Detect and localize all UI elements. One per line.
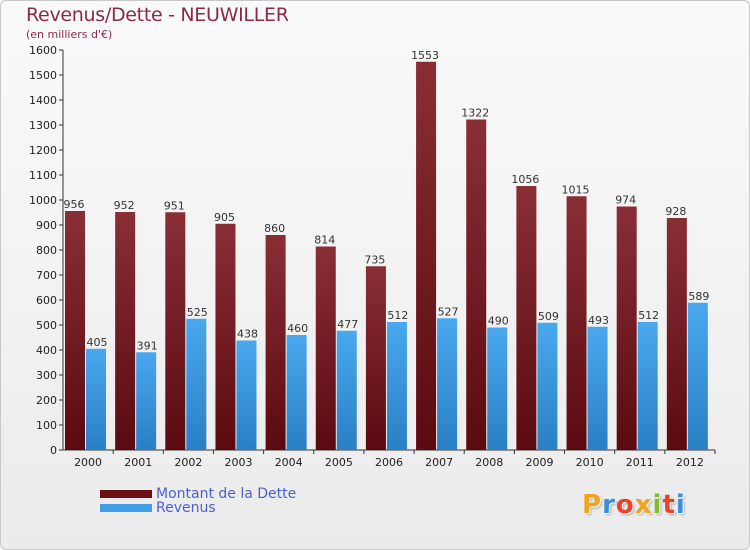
data-label-revenue: 512 (387, 309, 408, 322)
x-tick-label: 2009 (525, 456, 553, 469)
y-tick-label: 1300 (29, 119, 57, 132)
data-label-revenue: 438 (237, 328, 258, 341)
data-label-debt: 952 (114, 199, 135, 212)
x-tick-label: 2005 (325, 456, 353, 469)
y-tick-label: 1200 (29, 144, 57, 157)
data-label-revenue: 493 (588, 314, 609, 327)
proxiti-logo: Proxiti (582, 490, 686, 520)
chart-subtitle: (en milliers d'€) (26, 28, 113, 41)
data-label-debt: 905 (214, 211, 235, 224)
data-label-debt: 1015 (562, 183, 590, 196)
data-label-debt: 860 (264, 222, 285, 235)
bar-debt (165, 212, 186, 450)
bar-revenue (487, 327, 508, 450)
data-label-revenue: 405 (87, 336, 108, 349)
y-tick-label: 200 (36, 394, 57, 407)
bar-debt (115, 212, 136, 450)
bar-debt (516, 186, 537, 450)
bar-revenue (336, 330, 357, 450)
y-tick-label: 1600 (29, 44, 57, 57)
bar-revenue (637, 322, 658, 450)
chart-title: Revenus/Dette - NEUWILLER (26, 4, 289, 26)
legend-label-revenue: Revenus (156, 500, 216, 516)
data-label-revenue: 490 (488, 315, 509, 328)
data-label-debt: 814 (314, 234, 335, 247)
y-tick-label: 700 (36, 269, 57, 282)
data-label-debt: 1553 (411, 49, 439, 62)
legend-item-revenue: Revenus (100, 500, 216, 516)
x-tick-label: 2003 (225, 456, 253, 469)
data-label-revenue: 509 (538, 310, 559, 323)
logo-letter: P (582, 490, 603, 520)
bar-revenue (186, 318, 207, 450)
y-tick-label: 900 (36, 219, 57, 232)
x-tick-label: 2004 (275, 456, 303, 469)
bar-revenue (136, 352, 157, 450)
x-tick-label: 2010 (576, 456, 604, 469)
bar-revenue (86, 348, 106, 450)
logo-letter: i (675, 490, 686, 520)
data-label-debt: 1322 (461, 107, 489, 120)
data-label-revenue: 527 (438, 305, 459, 318)
bar-debt (416, 61, 437, 450)
data-label-revenue: 589 (688, 290, 709, 303)
bar-revenue (437, 318, 458, 450)
bar-debt (365, 266, 386, 450)
data-label-debt: 951 (164, 199, 185, 212)
data-label-revenue: 525 (187, 306, 208, 319)
bar-revenue (286, 335, 307, 450)
legend-swatch-debt (100, 490, 152, 498)
x-tick-label: 2011 (626, 456, 654, 469)
bar-debt (65, 211, 85, 450)
data-label-debt: 956 (64, 198, 85, 211)
bar-debt (265, 235, 286, 450)
data-label-revenue: 460 (287, 322, 308, 335)
bar-revenue (537, 322, 558, 450)
bar-debt (566, 196, 587, 450)
x-tick-label: 2006 (375, 456, 403, 469)
y-tick-label: 300 (36, 369, 57, 382)
y-tick-label: 1100 (29, 169, 57, 182)
bar-debt (215, 223, 236, 450)
bar-revenue (587, 326, 608, 450)
data-label-debt: 928 (665, 205, 686, 218)
data-label-revenue: 512 (638, 309, 659, 322)
bar-debt (466, 119, 487, 450)
logo-letter: x (634, 490, 653, 520)
y-tick-label: 400 (36, 344, 57, 357)
legend-item-debt: Montant de la Dette (100, 486, 296, 502)
y-tick-label: 1500 (29, 69, 57, 82)
logo-letter: i (652, 490, 663, 520)
x-tick-label: 2001 (124, 456, 152, 469)
y-tick-label: 500 (36, 319, 57, 332)
y-tick-label: 800 (36, 244, 57, 257)
bar-revenue (687, 302, 708, 450)
bar-debt (666, 218, 687, 450)
bar-revenue (386, 322, 407, 450)
data-label-revenue: 477 (337, 318, 358, 331)
data-label-revenue: 391 (137, 339, 158, 352)
x-tick-label: 2000 (74, 456, 102, 469)
data-label-debt: 974 (615, 194, 636, 207)
logo-letter: o (615, 490, 635, 520)
logo-letter: t (662, 490, 676, 520)
data-label-debt: 1056 (511, 173, 539, 186)
data-label-debt: 735 (364, 253, 385, 266)
logo-letter: r (602, 490, 616, 520)
legend-label-debt: Montant de la Dette (156, 486, 297, 502)
x-tick-label: 2008 (475, 456, 503, 469)
legend-swatch-revenue (100, 504, 152, 512)
x-tick-label: 2002 (174, 456, 202, 469)
bar-revenue (236, 340, 257, 450)
y-tick-label: 1000 (29, 194, 57, 207)
x-tick-label: 2007 (425, 456, 453, 469)
x-tick-label: 2012 (676, 456, 704, 469)
bar-debt (616, 206, 637, 450)
y-tick-label: 600 (36, 294, 57, 307)
y-tick-label: 0 (50, 444, 57, 457)
bar-debt (315, 246, 336, 450)
y-tick-label: 1400 (29, 94, 57, 107)
y-tick-label: 100 (36, 419, 57, 432)
